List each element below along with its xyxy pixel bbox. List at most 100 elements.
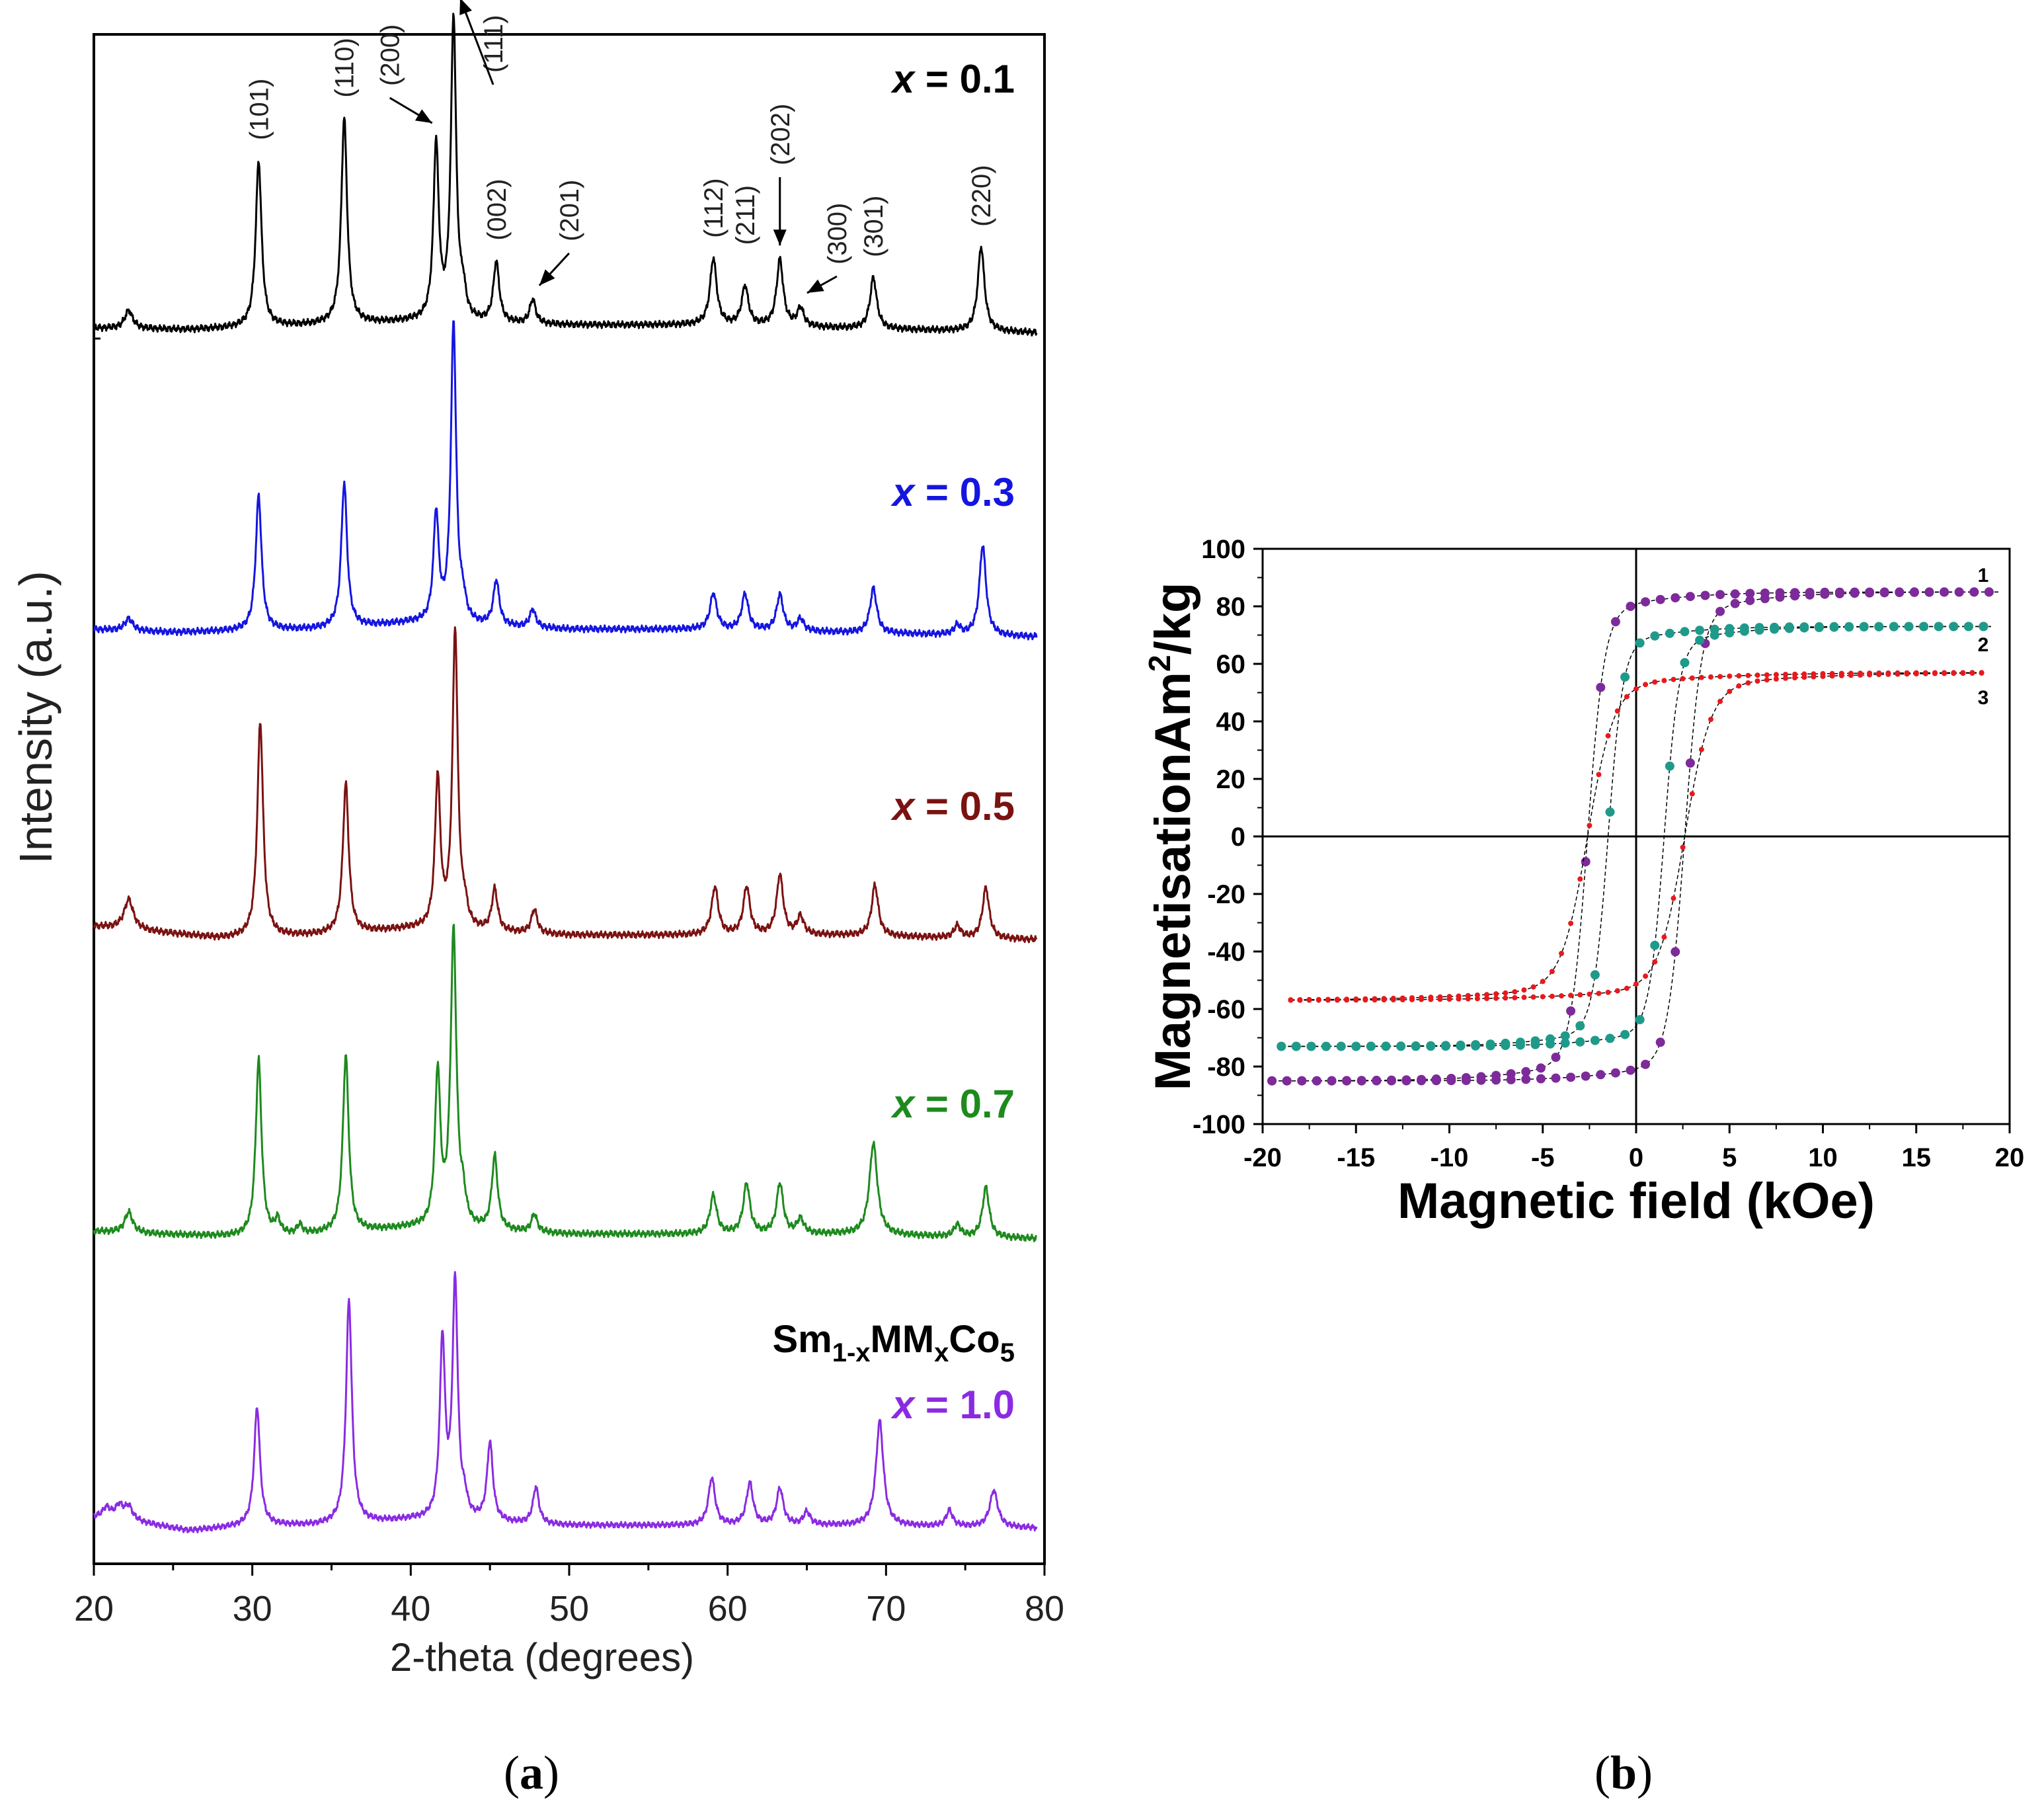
mag-data-point [1698,747,1704,752]
mag-data-point [1727,688,1733,694]
mag-data-point [1801,674,1807,680]
mag-data-point [1754,625,1764,635]
mag-data-point [1745,672,1751,678]
mag-data-point [1680,676,1686,682]
mag-data-point [1725,628,1735,638]
xrd-x-axis-label: 2-theta (degrees) [390,1635,694,1679]
mag-y-tick-label: -20 [1207,880,1245,909]
mag-data-point [1626,602,1635,611]
mag-data-point [1540,994,1546,1000]
mag-data-point [1366,1041,1376,1051]
xrd-series-label: x = 0.5 [890,784,1015,829]
mag-data-point [1764,672,1770,678]
mag-x-tick-label: 20 [1995,1143,2025,1172]
mag-data-point [1790,591,1800,601]
mag-data-point [1431,1076,1441,1086]
mag-data-point [1661,678,1667,684]
mag-data-point [1650,940,1660,950]
mag-data-point [1521,1067,1531,1076]
mag-data-point [1484,996,1489,1001]
mag-data-point [1596,990,1602,996]
mag-data-point [1643,973,1649,979]
mag-data-point [1356,1076,1366,1086]
mag-data-point [1727,673,1733,679]
mag-data-point [1919,622,1929,631]
mag-data-point [1568,992,1574,998]
mag-data-point [1889,622,1899,631]
mag-data-point [1814,623,1824,632]
mag-data-point [1635,1015,1645,1025]
mag-data-point [1811,674,1817,680]
mag-data-point [1390,997,1396,1002]
mag-data-point [1446,996,1452,1002]
mag-data-point [1708,674,1713,680]
mag-data-point [1540,979,1546,985]
mag-data-point [1635,638,1645,648]
mag-data-point [1476,1075,1486,1085]
xrd-series-line [93,13,1038,337]
mag-data-point [1792,675,1798,680]
mag-data-point [1605,989,1611,995]
mag-data-point [1773,672,1779,678]
mag-data-point [1652,679,1658,685]
mag-data-point [1551,1073,1561,1083]
mag-branch-descending [1290,672,1982,1000]
xrd-x-tick-label: 70 [866,1589,906,1629]
mag-data-point [1485,1041,1495,1051]
mag-data-point [1530,994,1536,1000]
mag-data-point [1437,996,1443,1002]
xrd-peak-arrowhead [773,229,787,246]
mag-data-point [1680,658,1690,668]
mag-data-point [1820,589,1830,599]
mag-data-point [1568,920,1574,926]
mag-data-point [1267,1076,1277,1086]
mag-data-point [1924,587,1934,597]
xrd-peak-label: (112) [699,178,728,237]
mag-data-point [1730,598,1740,608]
mag-data-point [1895,588,1905,598]
xrd-series-label: x = 0.1 [890,57,1015,101]
mag-data-point [1838,672,1844,678]
mag-y-tick-label: 60 [1216,650,1246,679]
mag-data-point [1501,1041,1511,1051]
mag-data-point [1521,1074,1531,1084]
mag-y-tick-label: -60 [1207,995,1245,1024]
mag-y-tick-label: 20 [1216,765,1246,794]
mag-data-point [1596,682,1606,692]
xrd-chart: 20 30 40 50 60 70 80 2-theta (degrees) Intensity… [10,0,1064,1679]
xrd-y-axis-label: Intensity (a.u.) [10,571,61,864]
mag-data-point [1909,587,1919,597]
mag-data-point [1934,622,1944,631]
xrd-x-tick-label: 60 [708,1589,748,1629]
mag-data-point [1610,617,1620,627]
mag-data-point [1610,1068,1620,1078]
mag-data-point [1614,988,1620,994]
mag-data-point [1700,590,1710,600]
xrd-peak-label: (111) [479,15,508,73]
mag-data-point [1381,1041,1391,1051]
mag-data-point [1775,592,1785,602]
mag-x-tick-label: 0 [1629,1143,1643,1172]
mag-data-point [1306,997,1312,1003]
mag-data-point [1859,622,1869,631]
panel-label-a: (a) [504,1746,559,1799]
mag-data-point [1940,587,1949,597]
mag-data-point [1559,993,1564,999]
mag-data-point [1784,624,1794,633]
mag-data-point [1760,594,1770,604]
mag-data-point [1312,1076,1321,1086]
mag-data-point [1717,674,1723,680]
mag-data-point [1652,959,1658,965]
xrd-peak-label: (200) [376,24,405,86]
xrd-peak-arrowhead [459,0,472,16]
mag-data-point [1493,995,1499,1001]
mag-data-point [1297,1076,1307,1086]
xrd-x-tick-label: 50 [549,1589,589,1629]
mag-data-point [1665,628,1674,638]
mag-data-point [1605,1033,1615,1043]
mag-y-tick-label: -80 [1207,1053,1245,1082]
mag-data-point [1530,1039,1540,1049]
mag-data-point [1671,895,1676,901]
mag-y-axis-label: MagnetisationAm2/kg [1142,583,1201,1091]
xrd-series-label: x = 1.0 [890,1383,1015,1427]
